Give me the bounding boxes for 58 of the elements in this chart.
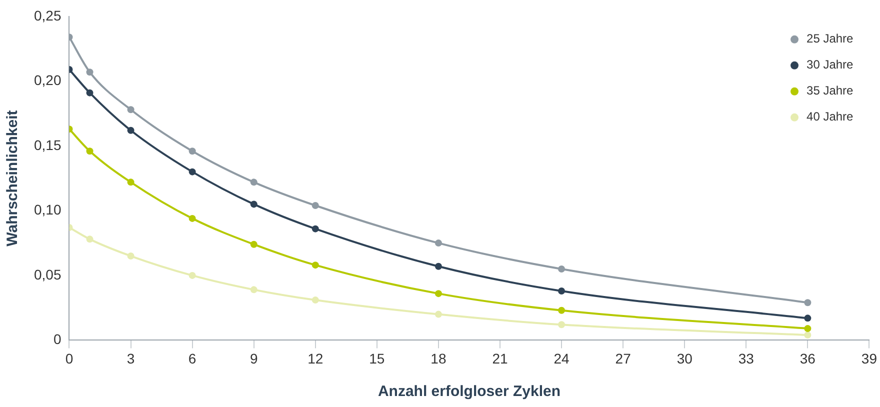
- point: [86, 148, 94, 155]
- point: [558, 265, 566, 272]
- point: [250, 200, 258, 208]
- x-tick-label: 24: [554, 350, 570, 366]
- x-tick-label: 12: [308, 350, 324, 366]
- point: [127, 252, 134, 260]
- x-tick-label: 6: [188, 350, 196, 366]
- point: [312, 225, 319, 232]
- point: [188, 168, 196, 176]
- y-tick-label: 0,20: [34, 72, 62, 88]
- point: [250, 286, 258, 294]
- x-tick-label: 15: [369, 350, 385, 366]
- x-tick-label: 21: [492, 350, 508, 366]
- x-tick-label: 39: [861, 350, 878, 366]
- point: [127, 126, 134, 134]
- y-axis-title: Wahrscheinlichkeit: [4, 110, 22, 246]
- legend-label: 30 Jahre: [806, 58, 854, 72]
- point: [434, 240, 442, 247]
- point: [804, 299, 812, 306]
- x-tick-label: 18: [430, 350, 446, 366]
- point: [312, 296, 319, 304]
- legend-label: 40 Jahre: [806, 110, 854, 124]
- x-tick-label: 3: [126, 350, 135, 366]
- x-tick-label: 33: [738, 350, 754, 366]
- point: [86, 236, 94, 243]
- y-tick-label: 0: [53, 331, 62, 348]
- legend-label: 35 Jahre: [806, 84, 854, 98]
- point: [188, 272, 196, 279]
- point: [188, 148, 196, 155]
- y-tick-label: 0,05: [34, 266, 62, 282]
- point: [86, 68, 94, 76]
- point: [250, 240, 258, 248]
- point: [312, 262, 319, 269]
- point: [127, 178, 134, 186]
- x-tick-label: 9: [250, 350, 258, 366]
- legend-label: 25 Jahre: [806, 32, 854, 46]
- point: [804, 325, 812, 332]
- point: [434, 262, 442, 270]
- x-axis-title: Anzahl erfolgloser Zyklen: [378, 383, 561, 400]
- point: [127, 106, 134, 114]
- point: [434, 310, 442, 318]
- y-tick-label: 0,15: [34, 136, 62, 153]
- x-tick-label: 27: [615, 350, 632, 366]
- point: [434, 290, 442, 298]
- point: [86, 89, 94, 96]
- point: [188, 214, 196, 222]
- x-tick-label: 0: [65, 350, 74, 366]
- point: [558, 321, 566, 328]
- x-tick-label: 30: [676, 350, 693, 366]
- point: [804, 332, 812, 339]
- y-tick-label: 0,10: [34, 202, 62, 218]
- point: [312, 202, 319, 209]
- point: [804, 314, 812, 322]
- point: [558, 287, 566, 294]
- point: [558, 306, 566, 314]
- x-tick-label: 36: [800, 350, 816, 366]
- point: [250, 178, 258, 186]
- y-tick-label: 0,25: [34, 7, 62, 24]
